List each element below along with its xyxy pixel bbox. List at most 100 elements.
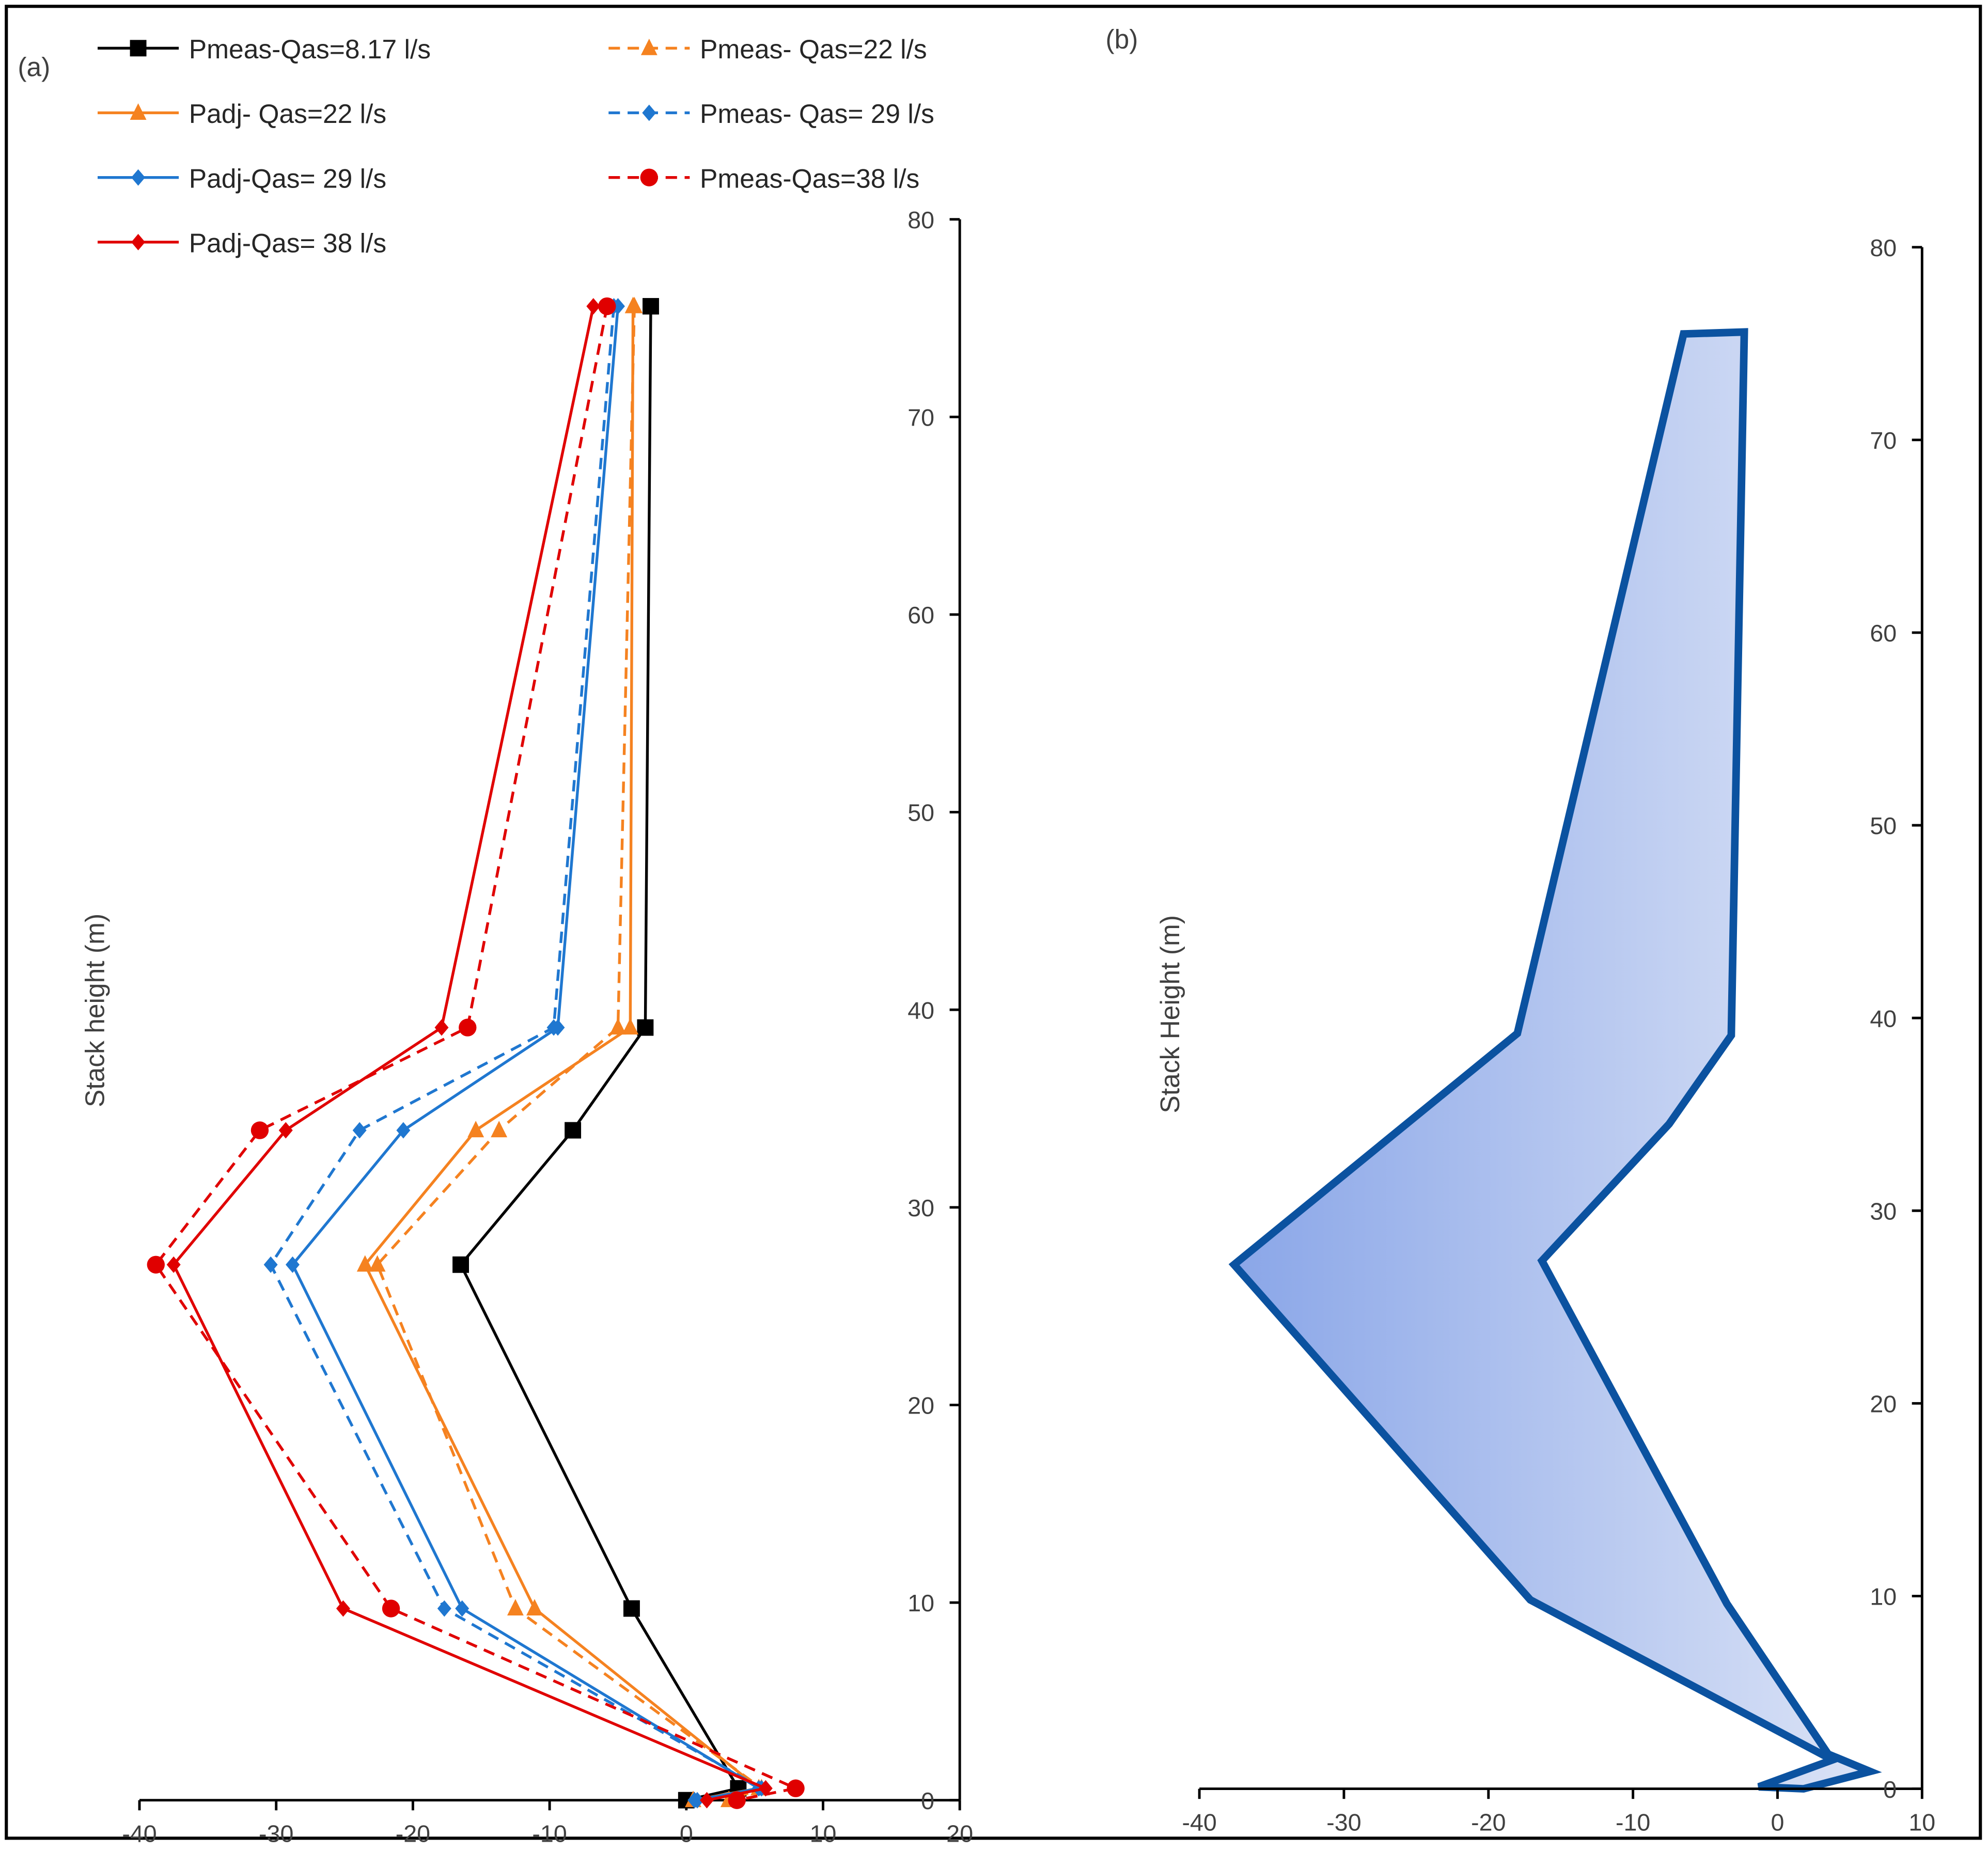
data-point bbox=[622, 1018, 639, 1035]
data-point bbox=[565, 1122, 582, 1139]
series-line bbox=[171, 306, 771, 1802]
legend: Pmeas-Qas=8.17 l/s Padj- Qas=22 l/s Padj-Q… bbox=[98, 34, 934, 258]
y-tick-label: 50 bbox=[907, 799, 934, 826]
data-point bbox=[285, 1256, 300, 1273]
data-point bbox=[624, 296, 641, 313]
x-tick-label: -10 bbox=[532, 1820, 567, 1846]
data-point bbox=[336, 1600, 350, 1617]
data-point bbox=[382, 1599, 400, 1618]
data-point bbox=[598, 297, 616, 316]
series-1 bbox=[369, 296, 770, 1808]
data-point bbox=[455, 1600, 469, 1617]
y-tick-label: 20 bbox=[907, 1392, 934, 1419]
x-tick-label: -20 bbox=[1471, 1809, 1506, 1836]
y-tick-label: 30 bbox=[1870, 1198, 1897, 1225]
y-tick-label: 60 bbox=[1870, 620, 1897, 647]
y-tick-label: 0 bbox=[1883, 1776, 1897, 1803]
y-axis-title: Stack Height (m) bbox=[1155, 915, 1185, 1113]
legend-item: Pmeas- Qas= 29 l/s bbox=[608, 99, 934, 129]
legend-item: Pmeas-Qas=8.17 l/s bbox=[98, 34, 431, 64]
x-tick-label: 0 bbox=[680, 1820, 693, 1846]
y-tick-label: 10 bbox=[1870, 1583, 1897, 1610]
data-point bbox=[166, 1256, 181, 1273]
series-line bbox=[291, 306, 763, 1802]
legend-marker bbox=[640, 168, 658, 186]
data-point bbox=[356, 1255, 373, 1272]
pressure-envelope bbox=[1228, 328, 1882, 1793]
y-axis-title: Stack height (m) bbox=[80, 914, 109, 1107]
y-tick-label: 0 bbox=[921, 1787, 934, 1814]
y-tick-label: 10 bbox=[907, 1590, 934, 1616]
legend-marker bbox=[640, 38, 658, 55]
series-6 bbox=[166, 298, 773, 1809]
y-tick-label: 40 bbox=[1870, 1005, 1897, 1032]
data-point bbox=[637, 1019, 654, 1036]
legend-item: Pmeas- Qas=22 l/s bbox=[608, 34, 927, 64]
y-tick-label: 60 bbox=[907, 602, 934, 629]
data-point bbox=[787, 1779, 805, 1797]
y-tick-label: 70 bbox=[907, 404, 934, 431]
data-point bbox=[507, 1599, 524, 1616]
legend-item: Pmeas-Qas=38 l/s bbox=[608, 163, 919, 193]
legend-marker bbox=[131, 169, 146, 186]
data-point bbox=[758, 1780, 773, 1797]
data-point bbox=[396, 1122, 411, 1139]
legend-label: Padj- Qas=22 l/s bbox=[189, 99, 386, 129]
data-point bbox=[434, 1019, 449, 1036]
data-point bbox=[526, 1599, 543, 1616]
series-3 bbox=[263, 298, 769, 1809]
y-tick-label: 40 bbox=[907, 997, 934, 1024]
panel-b-label: (b) bbox=[1105, 24, 1138, 54]
y-tick-label: 80 bbox=[907, 207, 934, 233]
series-line bbox=[269, 306, 766, 1802]
data-point bbox=[609, 1018, 627, 1035]
chart-b: -40-30-20-1001001020304050607080Pressure… bbox=[1155, 234, 1935, 1836]
data-point bbox=[491, 1121, 508, 1138]
x-tick-label: 10 bbox=[1908, 1809, 1935, 1836]
x-tick-label: -30 bbox=[1326, 1809, 1361, 1836]
data-point bbox=[459, 1018, 477, 1037]
legend-label: Padj-Qas= 38 l/s bbox=[189, 228, 386, 258]
legend-item: Padj-Qas= 38 l/s bbox=[98, 228, 386, 258]
x-tick-label: -10 bbox=[1616, 1809, 1650, 1836]
y-tick-label: 20 bbox=[1870, 1391, 1897, 1418]
panel-a-label: (a) bbox=[18, 52, 50, 82]
series-5 bbox=[147, 297, 805, 1809]
x-tick-label: 10 bbox=[810, 1820, 837, 1846]
legend-label: Pmeas- Qas=22 l/s bbox=[700, 34, 927, 64]
series-line bbox=[375, 306, 765, 1802]
series-0 bbox=[452, 298, 747, 1809]
series-line bbox=[154, 306, 801, 1802]
data-point bbox=[437, 1600, 451, 1617]
legend-marker bbox=[131, 233, 146, 250]
y-tick-label: 50 bbox=[1870, 812, 1897, 839]
figure-border bbox=[5, 5, 1982, 1840]
data-point bbox=[452, 1256, 469, 1273]
legend-marker bbox=[130, 40, 147, 57]
data-point bbox=[586, 298, 601, 315]
data-point bbox=[147, 1255, 165, 1274]
x-tick-label: -40 bbox=[122, 1820, 156, 1846]
chart-a: -40-30-20-100102001020304050607080Pressu… bbox=[80, 34, 973, 1847]
legend-item: Padj- Qas=22 l/s bbox=[98, 99, 386, 129]
legend-label: Pmeas-Qas=8.17 l/s bbox=[189, 34, 431, 64]
legend-label: Pmeas-Qas=38 l/s bbox=[700, 163, 919, 193]
x-tick-label: -40 bbox=[1182, 1809, 1216, 1836]
data-point bbox=[263, 1256, 278, 1273]
x-tick-label: 20 bbox=[946, 1820, 973, 1846]
y-tick-label: 70 bbox=[1870, 427, 1897, 454]
series-4 bbox=[285, 298, 766, 1809]
legend-label: Padj-Qas= 29 l/s bbox=[189, 163, 386, 193]
x-tick-label: -30 bbox=[259, 1820, 293, 1846]
legend-label: Pmeas- Qas= 29 l/s bbox=[700, 99, 934, 129]
data-point bbox=[352, 1122, 367, 1139]
data-point bbox=[369, 1255, 386, 1272]
legend-marker bbox=[642, 104, 656, 121]
data-point bbox=[251, 1121, 269, 1139]
legend-marker bbox=[130, 103, 147, 120]
data-point bbox=[623, 1600, 640, 1617]
data-point bbox=[643, 298, 659, 315]
series-line bbox=[363, 306, 762, 1802]
